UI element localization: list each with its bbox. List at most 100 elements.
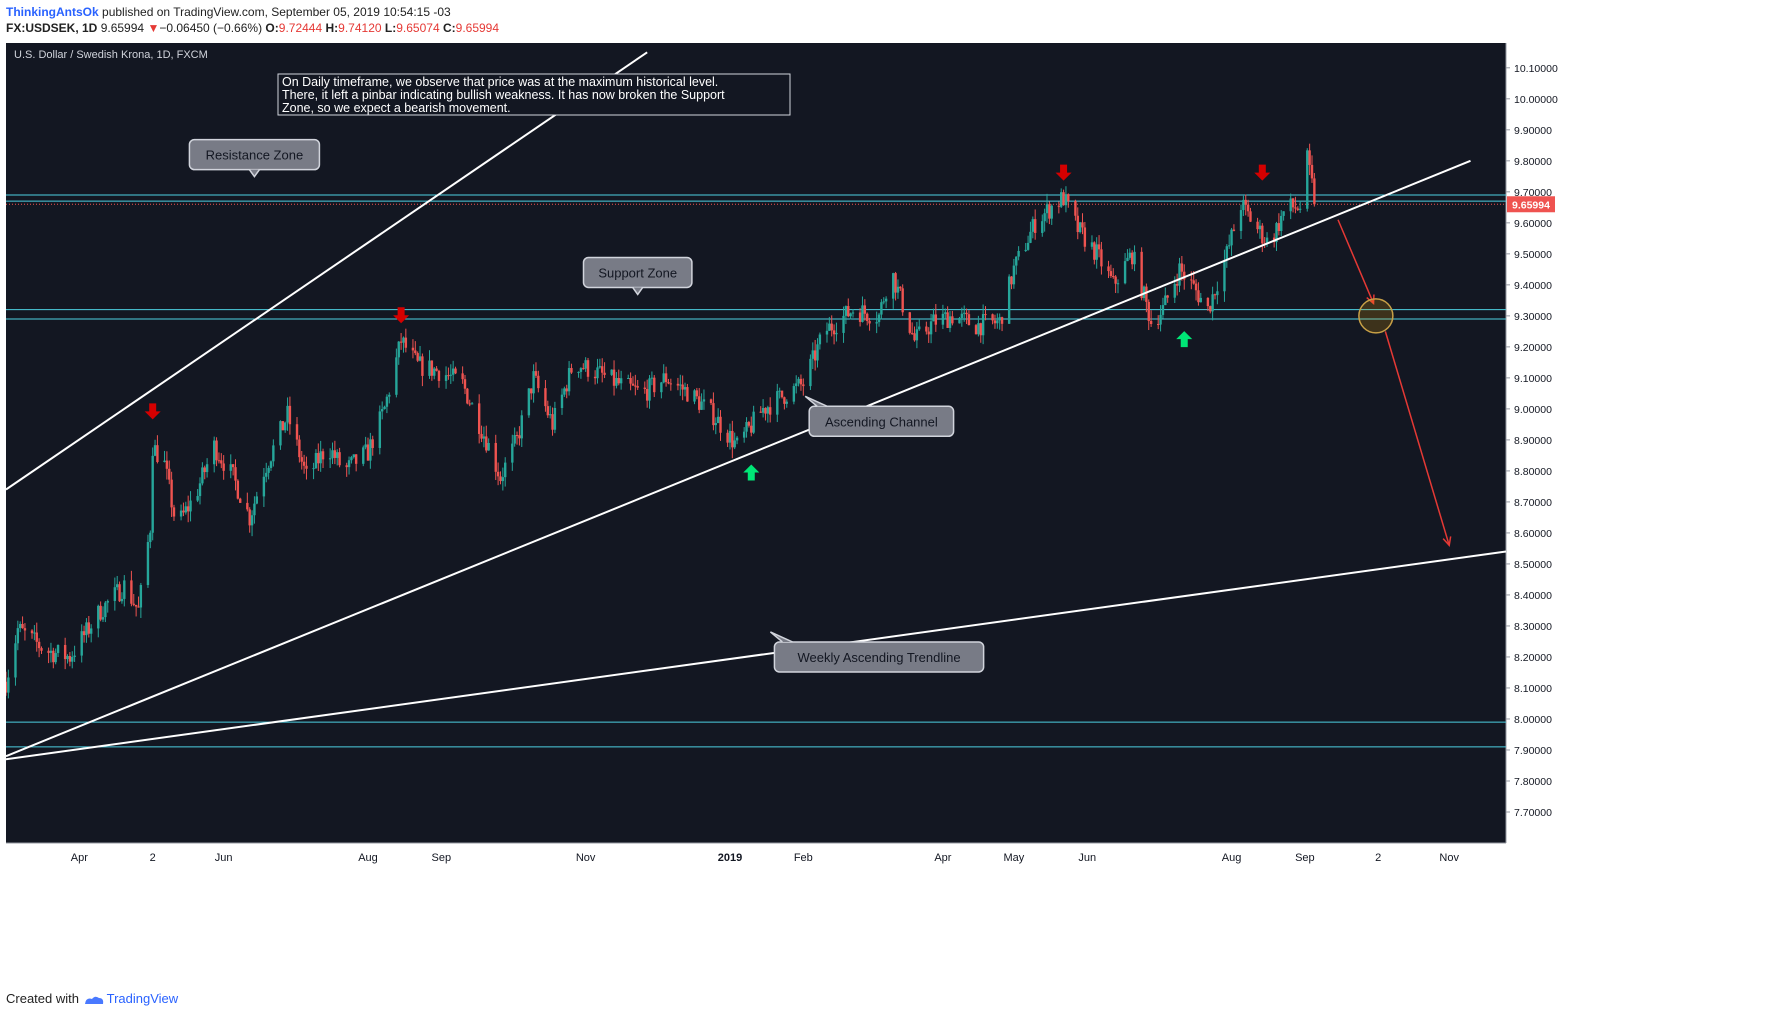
candle-body — [783, 397, 786, 404]
candle-body — [709, 399, 713, 404]
candle-body — [1161, 305, 1165, 315]
callout-pointer — [632, 287, 644, 296]
candle-body — [991, 314, 994, 321]
candle-body — [151, 455, 154, 533]
note-box[interactable]: On Daily timeframe, we observe that pric… — [277, 73, 791, 116]
candle-body — [1289, 198, 1292, 212]
callout-pointer — [769, 631, 793, 643]
candle-body — [1142, 286, 1146, 299]
candle-body — [395, 357, 398, 395]
candle-body — [21, 623, 24, 629]
callout-3[interactable]: Weekly Ascending Trendline — [769, 631, 985, 673]
candle-body — [283, 422, 287, 431]
candle-body — [85, 622, 88, 636]
candle-body — [929, 321, 933, 335]
high-value: 9.74120 — [338, 21, 382, 35]
candle-body — [967, 314, 971, 326]
candle-body — [477, 403, 481, 434]
y-tick-label: 9.00000 — [1514, 404, 1552, 416]
candle-body — [454, 368, 457, 374]
y-tick-label: 8.60000 — [1514, 528, 1552, 540]
candle-body — [865, 313, 869, 321]
candle-body — [198, 483, 202, 497]
candle-body — [847, 306, 850, 317]
candle-body — [1012, 265, 1016, 285]
candle-body — [378, 411, 382, 448]
candle-body — [993, 320, 997, 324]
candle-body — [1249, 211, 1252, 222]
candle-body — [880, 302, 883, 315]
y-tick-label: 8.50000 — [1514, 559, 1552, 571]
candle-body — [1194, 283, 1198, 291]
candle-body — [1078, 222, 1082, 233]
candle-body — [1291, 198, 1295, 208]
candle-body — [1093, 242, 1096, 260]
candle-body — [548, 414, 552, 416]
candle-body — [513, 435, 516, 444]
candle-body — [203, 467, 206, 473]
candle-body — [217, 460, 221, 462]
candle-body — [87, 622, 91, 634]
candle-body — [643, 387, 647, 390]
channel-upper-line — [6, 51, 648, 491]
candle-body — [388, 394, 391, 397]
x-tick-label: May — [1003, 852, 1024, 864]
candle-body — [818, 334, 822, 345]
candle-body — [73, 655, 76, 658]
candle-body — [1211, 294, 1214, 312]
candle-body — [104, 602, 107, 618]
trendlines[interactable] — [6, 51, 1507, 761]
price-chart[interactable]: Resistance Zone Support Zone Ascending Cha… — [6, 43, 1764, 983]
tradingview-link[interactable]: TradingView — [106, 991, 179, 1006]
candle-body — [612, 369, 616, 386]
callout-pointer — [804, 395, 828, 407]
candle-body — [134, 604, 138, 607]
callouts[interactable]: Resistance Zone Support Zone Ascending Cha… — [188, 138, 985, 673]
y-tick-label: 8.10000 — [1514, 683, 1552, 695]
up-arrow-icon — [743, 464, 760, 481]
candle-body — [1282, 211, 1285, 216]
candle-body — [205, 464, 209, 473]
candle-body — [1041, 221, 1044, 233]
callout-0[interactable]: Resistance Zone — [188, 138, 321, 178]
candle-body — [433, 368, 436, 376]
y-tick-label: 10.00000 — [1514, 94, 1558, 106]
price-axis[interactable] — [1506, 43, 1564, 843]
candle-body — [776, 391, 779, 415]
candle-body — [1130, 252, 1134, 265]
candle-body — [82, 631, 86, 636]
candle-body — [170, 479, 173, 508]
callout-1[interactable]: Support Zone — [582, 256, 693, 296]
candle-body — [504, 462, 507, 478]
candle-body — [447, 375, 450, 377]
candle-body — [825, 330, 829, 335]
y-tick-label: 9.50000 — [1514, 249, 1552, 261]
candle-body — [984, 314, 987, 316]
candle-body — [1114, 276, 1117, 284]
candle-body — [1015, 256, 1018, 266]
candle-body — [1060, 192, 1063, 207]
x-tick-label: 2 — [150, 852, 156, 864]
candle-body — [338, 452, 341, 466]
candle-body — [399, 341, 403, 343]
candle-body — [49, 650, 53, 653]
candle-body — [354, 454, 358, 464]
author-link[interactable]: ThinkingAntsOk — [6, 5, 99, 19]
candle-body — [610, 369, 613, 375]
candle-body — [63, 644, 67, 660]
y-tick-label: 8.70000 — [1514, 497, 1552, 509]
last-price-tag — [1507, 196, 1555, 213]
candle-body — [1112, 276, 1115, 278]
candle-body — [863, 305, 867, 314]
candle-body — [279, 421, 282, 446]
candle-body — [1026, 242, 1030, 250]
candle-body — [146, 542, 150, 586]
candle-body — [451, 368, 455, 375]
callout-text: Resistance Zone — [206, 148, 304, 163]
candle-body — [695, 390, 699, 397]
candle-body — [1265, 237, 1269, 244]
callout-2[interactable]: Ascending Channel — [804, 395, 955, 438]
candle-body — [222, 463, 225, 471]
down-arrow-icon — [1254, 164, 1271, 181]
candle-body — [700, 401, 703, 410]
